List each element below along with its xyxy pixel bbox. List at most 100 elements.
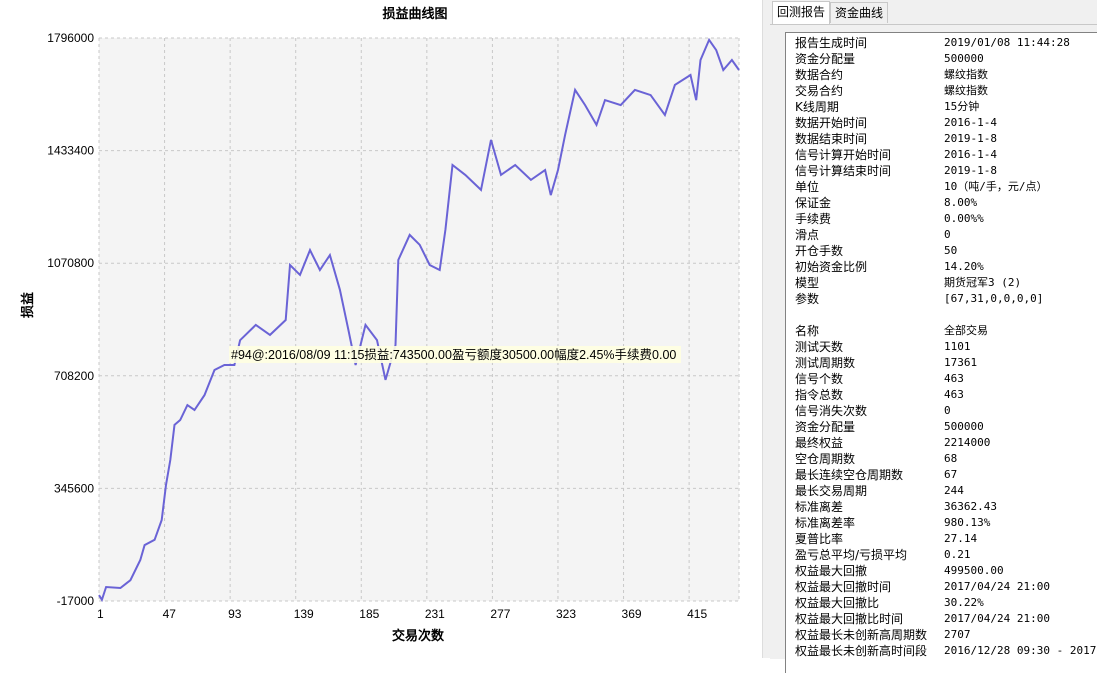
report-key: 标准离差率 — [795, 515, 855, 531]
report-key: 数据结束时间 — [795, 131, 867, 147]
report-key: 数据开始时间 — [795, 115, 867, 131]
equity-chart[interactable]: 损益曲线图 1796000 1433400 1070800 708200 345600 -… — [0, 0, 762, 658]
report-key: 资金分配量 — [795, 51, 855, 67]
report-value: 463 — [944, 371, 964, 387]
tab-content: 报告生成时间 2019/01/08 11:44:28 资金分配量 500000 数据合约… — [770, 24, 1097, 659]
report-value: 螺纹指数 — [944, 83, 988, 99]
report-value: 8.00% — [944, 195, 977, 211]
report-key: 滑点 — [795, 227, 819, 243]
report-key: 保证金 — [795, 195, 831, 211]
x-tick-label: 139 — [294, 607, 314, 621]
report-key: 标准离差 — [795, 499, 843, 515]
report-value: 10（吨/手，元/点） — [944, 179, 1048, 195]
report-value: 50 — [944, 243, 957, 259]
y-tick-label: 1070800 — [47, 256, 94, 270]
x-tick-label: 1 — [97, 607, 104, 621]
x-tick-label: 369 — [622, 607, 642, 621]
report-value: 0.00%% — [944, 211, 984, 227]
report-key: 最长交易周期 — [795, 483, 867, 499]
tab-bar: 回测报告 资金曲线 — [772, 2, 888, 24]
y-tick-label: -17000 — [57, 594, 95, 608]
report-value: 全部交易 — [944, 323, 988, 339]
report-key: 测试天数 — [795, 339, 843, 355]
report-value: 463 — [944, 387, 964, 403]
x-tick-label: 47 — [163, 607, 177, 621]
x-tick-label: 277 — [490, 607, 510, 621]
chart-title: 损益曲线图 — [382, 6, 447, 22]
report-key: K线周期 — [795, 99, 839, 115]
report-value: 期货冠军3 (2) — [944, 275, 1021, 291]
report-value: 27.14 — [944, 531, 977, 547]
tooltip-text: #94@:2016/08/09 11:15损益:743500.00盈亏额度305… — [231, 347, 676, 362]
report-value: 499500.00 — [944, 563, 1004, 579]
report-key: 权益最大回撤比 — [795, 595, 879, 611]
plot-area — [99, 38, 739, 601]
y-axis-label: 损益 — [20, 292, 36, 318]
report-key: 模型 — [795, 275, 819, 291]
x-axis-label: 交易次数 — [392, 628, 445, 644]
report-value: 0.21 — [944, 547, 971, 563]
report-key: 最终权益 — [795, 435, 843, 451]
y-tick-label: 1433400 — [47, 144, 94, 158]
equity-chart-panel: 损益曲线图 1796000 1433400 1070800 708200 345600 -… — [0, 0, 762, 658]
x-tick-label: 415 — [687, 607, 707, 621]
report-value: 0 — [944, 227, 951, 243]
report-value: 2214000 — [944, 435, 990, 451]
report-value: 500000 — [944, 51, 984, 67]
report-key: 权益最大回撤比时间 — [795, 611, 903, 627]
report-value: 0 — [944, 403, 951, 419]
report-value: 螺纹指数 — [944, 67, 988, 83]
tab-equity-curve[interactable]: 资金曲线 — [830, 2, 888, 23]
report-list[interactable]: 报告生成时间 2019/01/08 11:44:28 资金分配量 500000 数据合约… — [785, 32, 1097, 673]
report-value: 1101 — [944, 339, 971, 355]
report-key: 权益最长未创新高时间段 — [795, 643, 927, 659]
report-key: 信号个数 — [795, 371, 843, 387]
report-value: 2707 — [944, 627, 971, 643]
report-value: 980.13% — [944, 515, 990, 531]
report-value: 68 — [944, 451, 957, 467]
report-value: 2019-1-8 — [944, 163, 997, 179]
report-key: 开仓手数 — [795, 243, 843, 259]
report-key: 参数 — [795, 291, 819, 307]
report-key: 最长连续空仓周期数 — [795, 467, 903, 483]
report-value: 2019-1-8 — [944, 131, 997, 147]
x-tick-label: 185 — [359, 607, 379, 621]
report-panel: 回测报告 资金曲线 报告生成时间 2019/01/08 11:44:28 资金分配量… — [770, 0, 1097, 658]
report-key: 权益最大回撤时间 — [795, 579, 891, 595]
report-key: 资金分配量 — [795, 419, 855, 435]
report-key: 测试周期数 — [795, 355, 855, 371]
report-key: 权益最长未创新高周期数 — [795, 627, 927, 643]
report-key: 名称 — [795, 323, 819, 339]
report-value: 244 — [944, 483, 964, 499]
report-value: 2016-1-4 — [944, 147, 997, 163]
x-tick-label: 323 — [556, 607, 576, 621]
report-value: 2016-1-4 — [944, 115, 997, 131]
report-value: [67,31,0,0,0,0] — [944, 291, 1043, 307]
report-key: 数据合约 — [795, 67, 843, 83]
tab-backtest-report[interactable]: 回测报告 — [772, 1, 830, 24]
report-key: 初始资金比例 — [795, 259, 867, 275]
report-key: 信号计算开始时间 — [795, 147, 891, 163]
y-tick-label: 1796000 — [47, 31, 94, 45]
report-value: 14.20% — [944, 259, 984, 275]
report-value: 67 — [944, 467, 957, 483]
report-key: 指令总数 — [795, 387, 843, 403]
report-key: 空仓周期数 — [795, 451, 855, 467]
report-value: 30.22% — [944, 595, 984, 611]
report-key: 夏普比率 — [795, 531, 843, 547]
report-value: 2017/04/24 21:00 — [944, 579, 1050, 595]
report-value: 2019/01/08 11:44:28 — [944, 35, 1070, 51]
y-tick-label: 708200 — [54, 369, 94, 383]
report-value: 2016/12/28 09:30 - 2017/06 — [944, 643, 1097, 659]
report-key: 交易合约 — [795, 83, 843, 99]
report-key: 信号计算结束时间 — [795, 163, 891, 179]
report-value: 2017/04/24 21:00 — [944, 611, 1050, 627]
report-key: 手续费 — [795, 211, 831, 227]
report-key: 盈亏总平均/亏损平均 — [795, 547, 907, 563]
report-value: 15分钟 — [944, 99, 979, 115]
x-tick-label: 231 — [425, 607, 445, 621]
report-key: 报告生成时间 — [795, 35, 867, 51]
y-tick-label: 345600 — [54, 481, 94, 495]
report-key: 信号消失次数 — [795, 403, 867, 419]
report-value: 17361 — [944, 355, 977, 371]
